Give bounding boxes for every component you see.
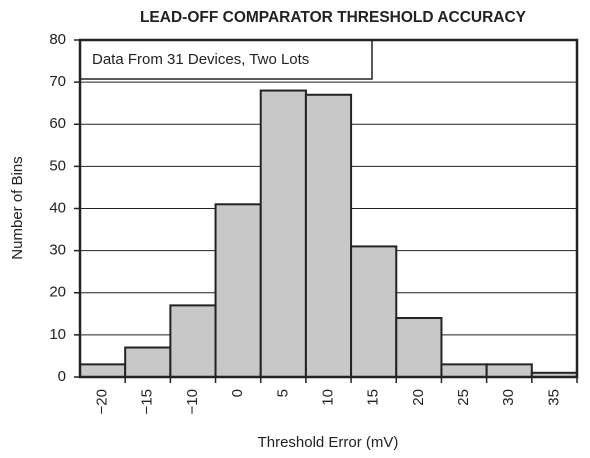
x-axis-label: Threshold Error (mV) [258,434,399,451]
y-tick-label: 10 [49,326,66,343]
bar [485,363,533,378]
bar [79,363,127,378]
y-tick-label: 70 [49,73,66,90]
x-tick-label: 5 [274,389,291,397]
bar [214,203,262,378]
chart-title: LEAD-OFF COMPARATOR THRESHOLD ACCURACY [140,9,527,26]
y-tick-label: 40 [49,199,66,216]
x-tick-label: −10 [184,389,201,414]
bar [259,89,307,379]
annotation: Data From 31 Devices, Two Lots [92,51,309,68]
y-tick-label: 0 [58,368,66,385]
y-tick-label: 60 [49,115,66,132]
x-tick-label: 15 [365,389,382,406]
y-tick-label: 50 [49,157,66,174]
bar [304,93,353,378]
bar [395,317,443,378]
x-tick-label: 25 [455,389,472,406]
bar [124,346,172,379]
y-tick-label: 80 [49,31,66,48]
y-tick-label: 20 [49,284,66,301]
x-tick-label: −20 [94,389,111,414]
bar [350,245,398,378]
x-tick-label: −15 [139,389,156,414]
y-tick-label: 30 [49,242,66,259]
x-tick-label: 0 [229,389,246,397]
y-axis-label: Number of Bins [9,156,26,259]
bar [440,363,488,378]
x-tick-label: 35 [545,389,562,406]
x-tick-label: 30 [500,389,517,406]
bar [169,304,217,379]
x-tick-label: 20 [410,389,427,406]
x-tick-label: 10 [319,389,336,406]
plot-frame [78,38,579,379]
